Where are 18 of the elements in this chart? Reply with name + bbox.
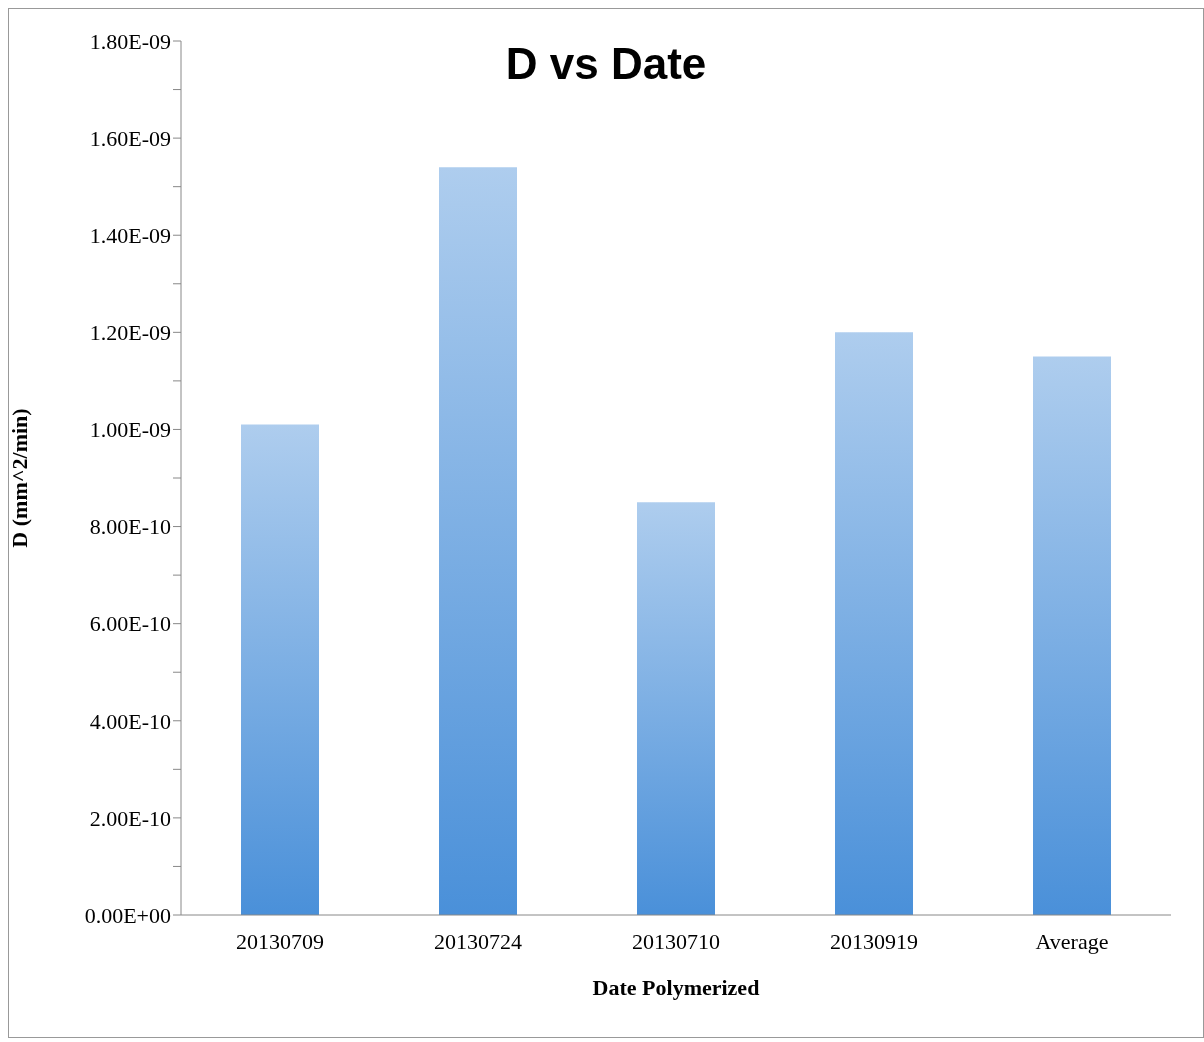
x-tick-label: 20130709 <box>236 928 324 954</box>
y-tick-label: 1.60E-09 <box>89 125 171 151</box>
x-tick-label: 20130919 <box>830 928 918 954</box>
y-tick-label: 6.00E-10 <box>89 611 171 637</box>
x-tick-label: 20130724 <box>434 928 522 954</box>
y-tick-label: 0.00E+00 <box>84 902 171 928</box>
y-tick-label: 2.00E-10 <box>89 805 171 831</box>
y-tick-label: 1.80E-09 <box>89 28 171 54</box>
y-axis-title: D (mm^2/min) <box>6 408 32 548</box>
y-tick-label: 1.40E-09 <box>89 223 171 249</box>
x-axis-title: Date Polymerized <box>592 975 760 1000</box>
y-tick-label: 1.20E-09 <box>89 320 171 346</box>
y-tick-label: 8.00E-10 <box>89 514 171 540</box>
y-tick-label: 4.00E-10 <box>89 708 171 734</box>
x-tick-label: Average <box>1035 928 1109 954</box>
y-tick-label: 1.00E-09 <box>89 417 171 443</box>
x-tick-label: 20130710 <box>632 928 720 954</box>
chart-title: D vs Date <box>504 39 708 89</box>
